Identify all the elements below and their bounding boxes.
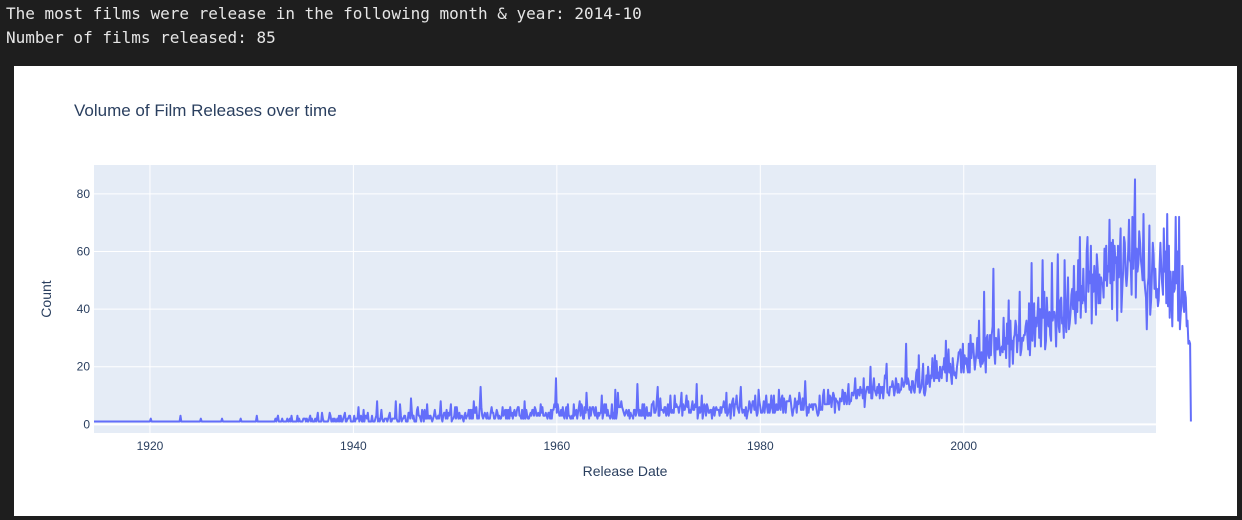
x-tick-label: 1920 (137, 439, 164, 453)
line-chart[interactable]: 1920 1940 1960 1980 2000 0 20 40 60 80 Volume of… (14, 66, 1237, 516)
y-tick-label: 60 (77, 244, 91, 258)
chart-title: Volume of Film Releases over time (74, 101, 337, 120)
output-line-peak-month: The most films were release in the follo… (6, 4, 642, 23)
y-axis-label: Count (38, 280, 54, 317)
output-line-film-count: Number of films released: 85 (6, 28, 276, 47)
series-line (93, 178, 1192, 423)
x-tick-label: 2000 (950, 439, 977, 453)
x-tick-label: 1980 (747, 439, 774, 453)
plot-background (94, 165, 1156, 433)
y-tick-label: 80 (77, 187, 91, 201)
x-axis-label: Release Date (583, 463, 668, 479)
x-tick-label: 1940 (340, 439, 367, 453)
x-tick-labels: 1920 1940 1960 1980 2000 (137, 439, 978, 453)
cell-output: The most films were release in the follo… (6, 2, 642, 50)
x-gridlines (149, 165, 965, 433)
y-tick-labels: 0 20 40 60 80 (77, 187, 91, 432)
y-tick-label: 40 (77, 302, 91, 316)
y-tick-label: 0 (83, 417, 90, 431)
y-gridlines (94, 193, 1156, 426)
y-tick-label: 20 (77, 360, 91, 374)
x-tick-label: 1960 (543, 439, 570, 453)
chart-figure: 1920 1940 1960 1980 2000 0 20 40 60 80 Volume of… (14, 66, 1237, 516)
